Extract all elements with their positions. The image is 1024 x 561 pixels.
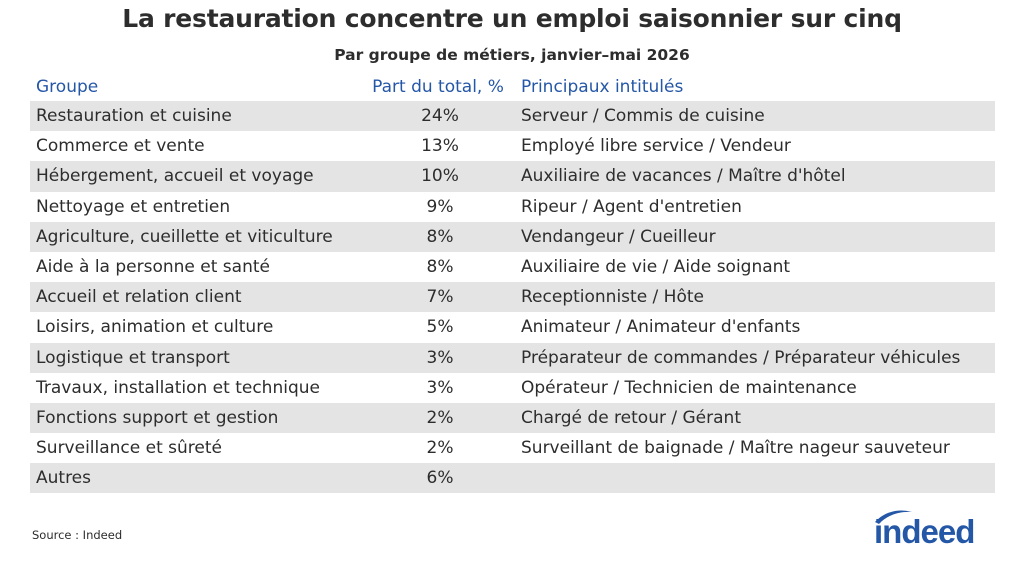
cell-share: 3%	[426, 347, 454, 368]
table-row: Commerce et vente 13% Employé libre servic…	[30, 131, 995, 161]
table-row: Accueil et relation client 7% Receptionnis…	[30, 282, 995, 313]
cell-group: Autres	[36, 468, 92, 489]
cell-group: Nettoyage et entretien	[36, 196, 231, 217]
cell-share: 2%	[426, 407, 454, 428]
column-header-group: Groupe	[36, 77, 99, 97]
cell-group: Fonctions support et gestion	[36, 407, 279, 428]
cell-group: Restauration et cuisine	[36, 106, 232, 126]
table-row: Surveillance et sûreté 2% Surveillant de b…	[30, 433, 995, 463]
cell-share: 6%	[426, 468, 454, 489]
table-body: Restauration et cuisine 24% Serveur / Comm…	[30, 101, 995, 494]
table-row: Travaux, installation et technique 3% Opér…	[30, 373, 995, 403]
column-header-share: Part du total, %	[372, 77, 504, 97]
source-note: Source : Indeed	[32, 528, 123, 542]
cell-share: 24%	[421, 106, 459, 126]
cell-share: 7%	[426, 287, 454, 308]
table-row: Restauration et cuisine 24% Serveur / Comm…	[30, 101, 995, 132]
cell-titles: Préparateur de commandes / Préparateur v…	[521, 347, 961, 368]
logo-swoosh-icon	[875, 510, 912, 524]
cell-titles: Serveur / Commis de cuisine	[521, 106, 765, 126]
cell-titles: Auxiliaire de vie / Aide soignant	[521, 256, 791, 277]
table-header-row: Groupe Part du total, % Principaux intit…	[30, 74, 995, 101]
cell-titles: Ripeur / Agent d'entretien	[521, 196, 742, 217]
cell-share: 8%	[426, 256, 454, 277]
data-table: Groupe Part du total, % Principaux intit…	[30, 74, 995, 494]
cell-titles: Auxiliaire de vacances / Maître d'hôtel	[521, 166, 846, 187]
cell-share: 10%	[421, 166, 459, 187]
indeed-logo: indeed	[874, 510, 975, 550]
chart-title: La restauration concentre un emploi sais…	[122, 4, 902, 33]
cell-titles: Employé libre service / Vendeur	[521, 136, 791, 157]
cell-titles: Receptionniste / Hôte	[521, 287, 704, 308]
cell-titles: Surveillant de baignade / Maître nageur …	[521, 438, 950, 459]
table-row: Agriculture, cueillette et viticulture 8%…	[30, 221, 995, 252]
table-row: Fonctions support et gestion 2% Chargé de …	[30, 402, 995, 434]
cell-share: 2%	[426, 438, 454, 459]
chart-subtitle: Par groupe de métiers, janvier–mai 2026	[334, 46, 690, 64]
cell-group: Commerce et vente	[36, 136, 205, 157]
cell-group: Accueil et relation client	[36, 287, 242, 308]
cell-share: 5%	[426, 317, 454, 338]
table-row: Autres 6%	[30, 463, 995, 494]
table-row: Aide à la personne et santé 8% Auxiliaire …	[30, 252, 995, 282]
cell-titles: Opérateur / Technicien de maintenance	[521, 377, 857, 398]
cell-group: Agriculture, cueillette et viticulture	[36, 226, 333, 247]
cell-group: Aide à la personne et santé	[36, 256, 270, 277]
table-row: Hébergement, accueil et voyage 10% Auxilia…	[30, 161, 995, 192]
cell-titles: Animateur / Animateur d'enfants	[521, 317, 801, 338]
table-row: Nettoyage et entretien 9% Ripeur / Agent d…	[30, 192, 995, 222]
cell-group: Loisirs, animation et culture	[36, 317, 274, 338]
cell-group: Surveillance et sûreté	[36, 438, 223, 459]
column-header-titles: Principaux intitulés	[521, 77, 684, 97]
cell-share: 13%	[421, 136, 459, 157]
cell-share: 9%	[426, 196, 454, 217]
cell-group: Travaux, installation et technique	[36, 377, 320, 398]
table-row: Logistique et transport 3% Préparateur de …	[30, 342, 995, 373]
cell-share: 8%	[426, 226, 454, 247]
cell-titles: Vendangeur / Cueilleur	[521, 226, 716, 247]
logo-wordmark: indeed	[874, 513, 974, 550]
cell-titles: Chargé de retour / Gérant	[521, 407, 741, 428]
table-row: Loisirs, animation et culture 5% Animateur…	[30, 312, 995, 342]
cell-group: Hébergement, accueil et voyage	[36, 166, 314, 187]
cell-share: 3%	[426, 377, 454, 398]
cell-group: Logistique et transport	[36, 347, 230, 368]
